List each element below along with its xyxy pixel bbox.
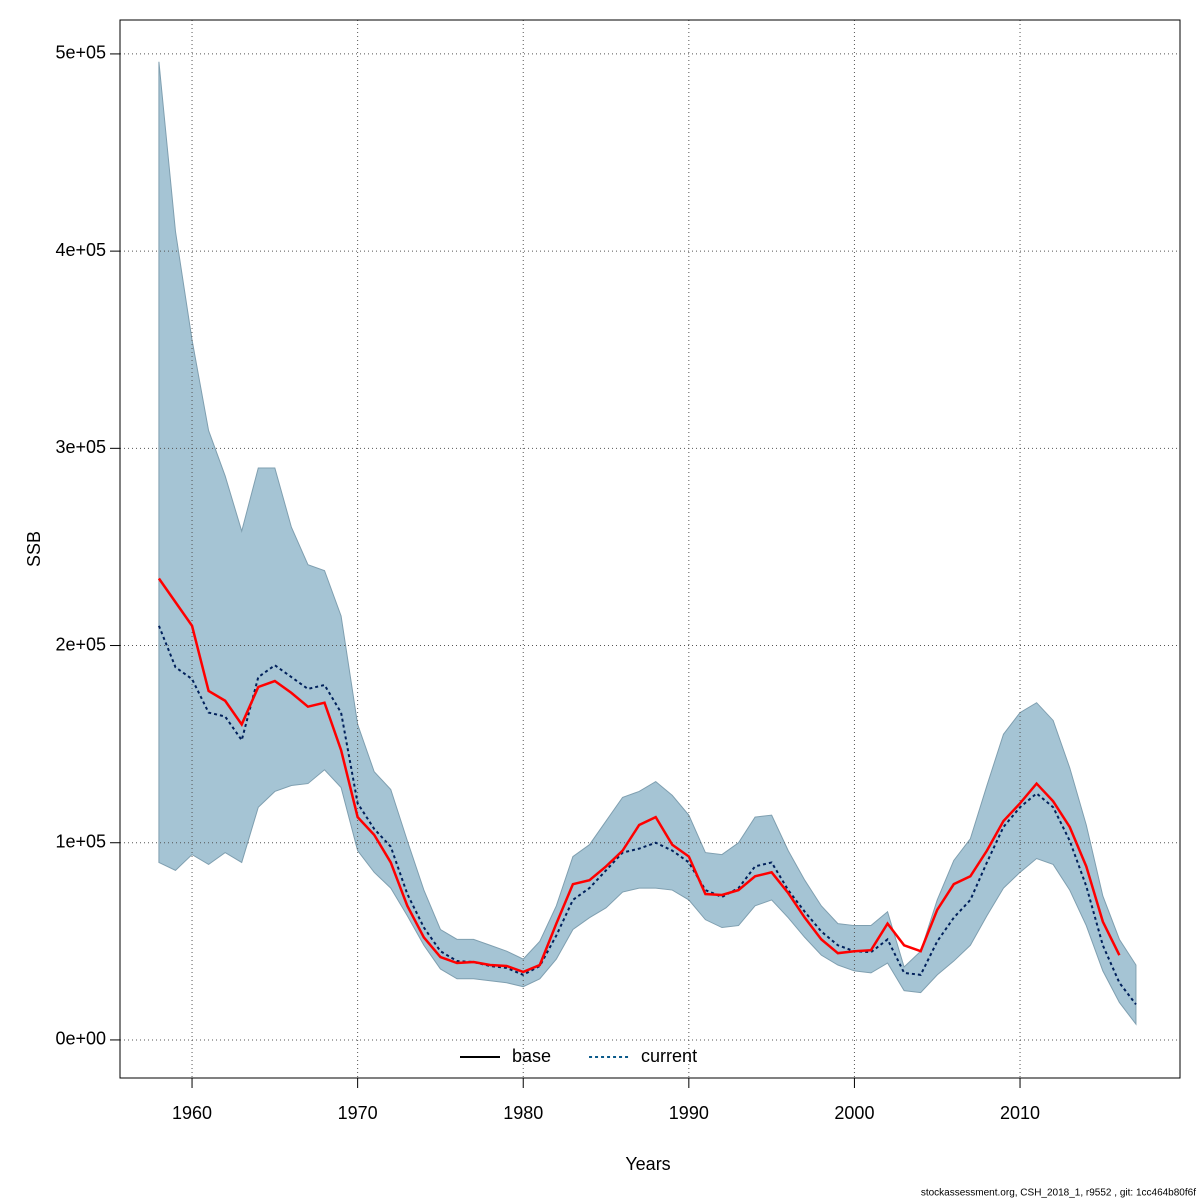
y-tick-label: 1e+05: [55, 831, 106, 851]
plot-frame: [119, 19, 1181, 1079]
x-tick-label: 1980: [503, 1103, 543, 1123]
y-tick-label: 4e+05: [55, 240, 106, 260]
y-tick-label: 2e+05: [55, 634, 106, 654]
x-tick-label: 1990: [669, 1103, 709, 1123]
x-tick-label: 1970: [338, 1103, 378, 1123]
x-tick-label: 2000: [834, 1103, 874, 1123]
x-axis-label: Years: [625, 1154, 670, 1174]
series-line: [157, 625, 1137, 1006]
footer: stockassessment.org, CSH_2018_1, r9552 ,…: [921, 1188, 1196, 1199]
confidence-band: [158, 61, 1137, 1026]
y-axis-label: SSB: [24, 531, 44, 567]
legend-label: current: [641, 1046, 697, 1066]
x-tick-label: 1960: [172, 1103, 212, 1123]
y-tick-label: 5e+05: [55, 43, 106, 63]
legend-label: base: [512, 1046, 551, 1066]
series-line: [157, 577, 1121, 974]
y-tick-label: 3e+05: [55, 437, 106, 457]
y-tick-label: 0e+00: [55, 1029, 106, 1049]
x-tick-label: 2010: [1000, 1103, 1040, 1123]
